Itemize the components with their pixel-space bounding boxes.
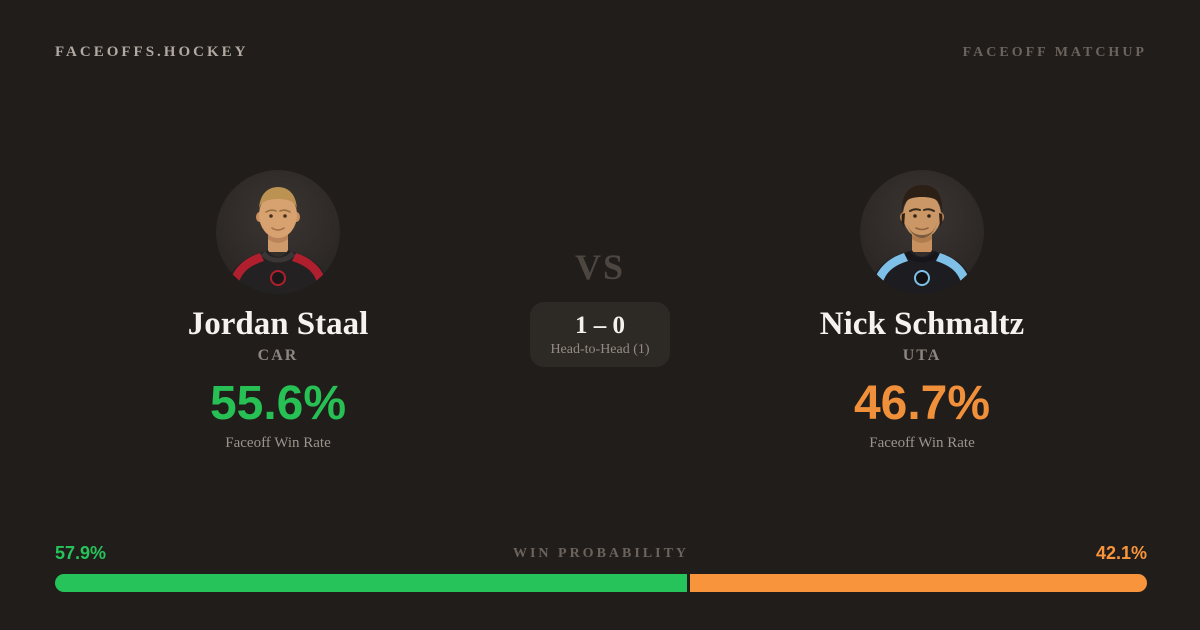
header: FACEOFFS.HOCKEY FACEOFF MATCHUP	[55, 44, 1147, 61]
win-probability-section: 57.9% WIN PROBABILITY 42.1%	[55, 543, 1147, 592]
win-probability-bar	[55, 574, 1147, 592]
matchup-center: VS 1 – 0 Head-to-Head (1)	[480, 249, 720, 367]
player-team-left: CAR	[257, 346, 299, 364]
win-probability-title: WIN PROBABILITY	[512, 546, 690, 561]
right-win-rate: 46.7%	[853, 376, 991, 430]
player-photo-left	[216, 170, 340, 294]
head-to-head-score: 1 – 0	[575, 312, 625, 339]
head-to-head-box: 1 – 0 Head-to-Head (1)	[530, 302, 670, 367]
head-to-head-label: Head-to-Head (1)	[550, 341, 650, 357]
win-probability-bar-right	[690, 574, 1147, 592]
left-win-rate: 55.6%	[209, 376, 347, 430]
brand-logo-text: FACEOFFS.HOCKEY	[55, 44, 249, 60]
player-team-right: UTA	[902, 346, 942, 364]
player-photo-right	[860, 170, 984, 294]
player-card-right: Nick Schmaltz UTA 46.7% Faceoff Win Rate	[742, 170, 1102, 452]
right-win-rate-label: Faceoff Win Rate	[869, 434, 975, 451]
left-win-rate-label: Faceoff Win Rate	[225, 434, 331, 451]
page-title: FACEOFF MATCHUP	[962, 45, 1147, 60]
player-name-left: Jordan Staal	[187, 306, 369, 342]
player-name-right: Nick Schmaltz	[819, 306, 1025, 342]
win-probability-labels: 57.9% WIN PROBABILITY 42.1%	[55, 543, 1147, 565]
right-prob-pct: 42.1%	[1095, 543, 1147, 563]
win-probability-bar-left	[55, 574, 688, 592]
player-card-left: Jordan Staal CAR 55.6% Faceoff Win Rate	[98, 170, 458, 452]
left-prob-pct: 57.9%	[55, 543, 107, 563]
vs-label: VS	[574, 247, 626, 287]
